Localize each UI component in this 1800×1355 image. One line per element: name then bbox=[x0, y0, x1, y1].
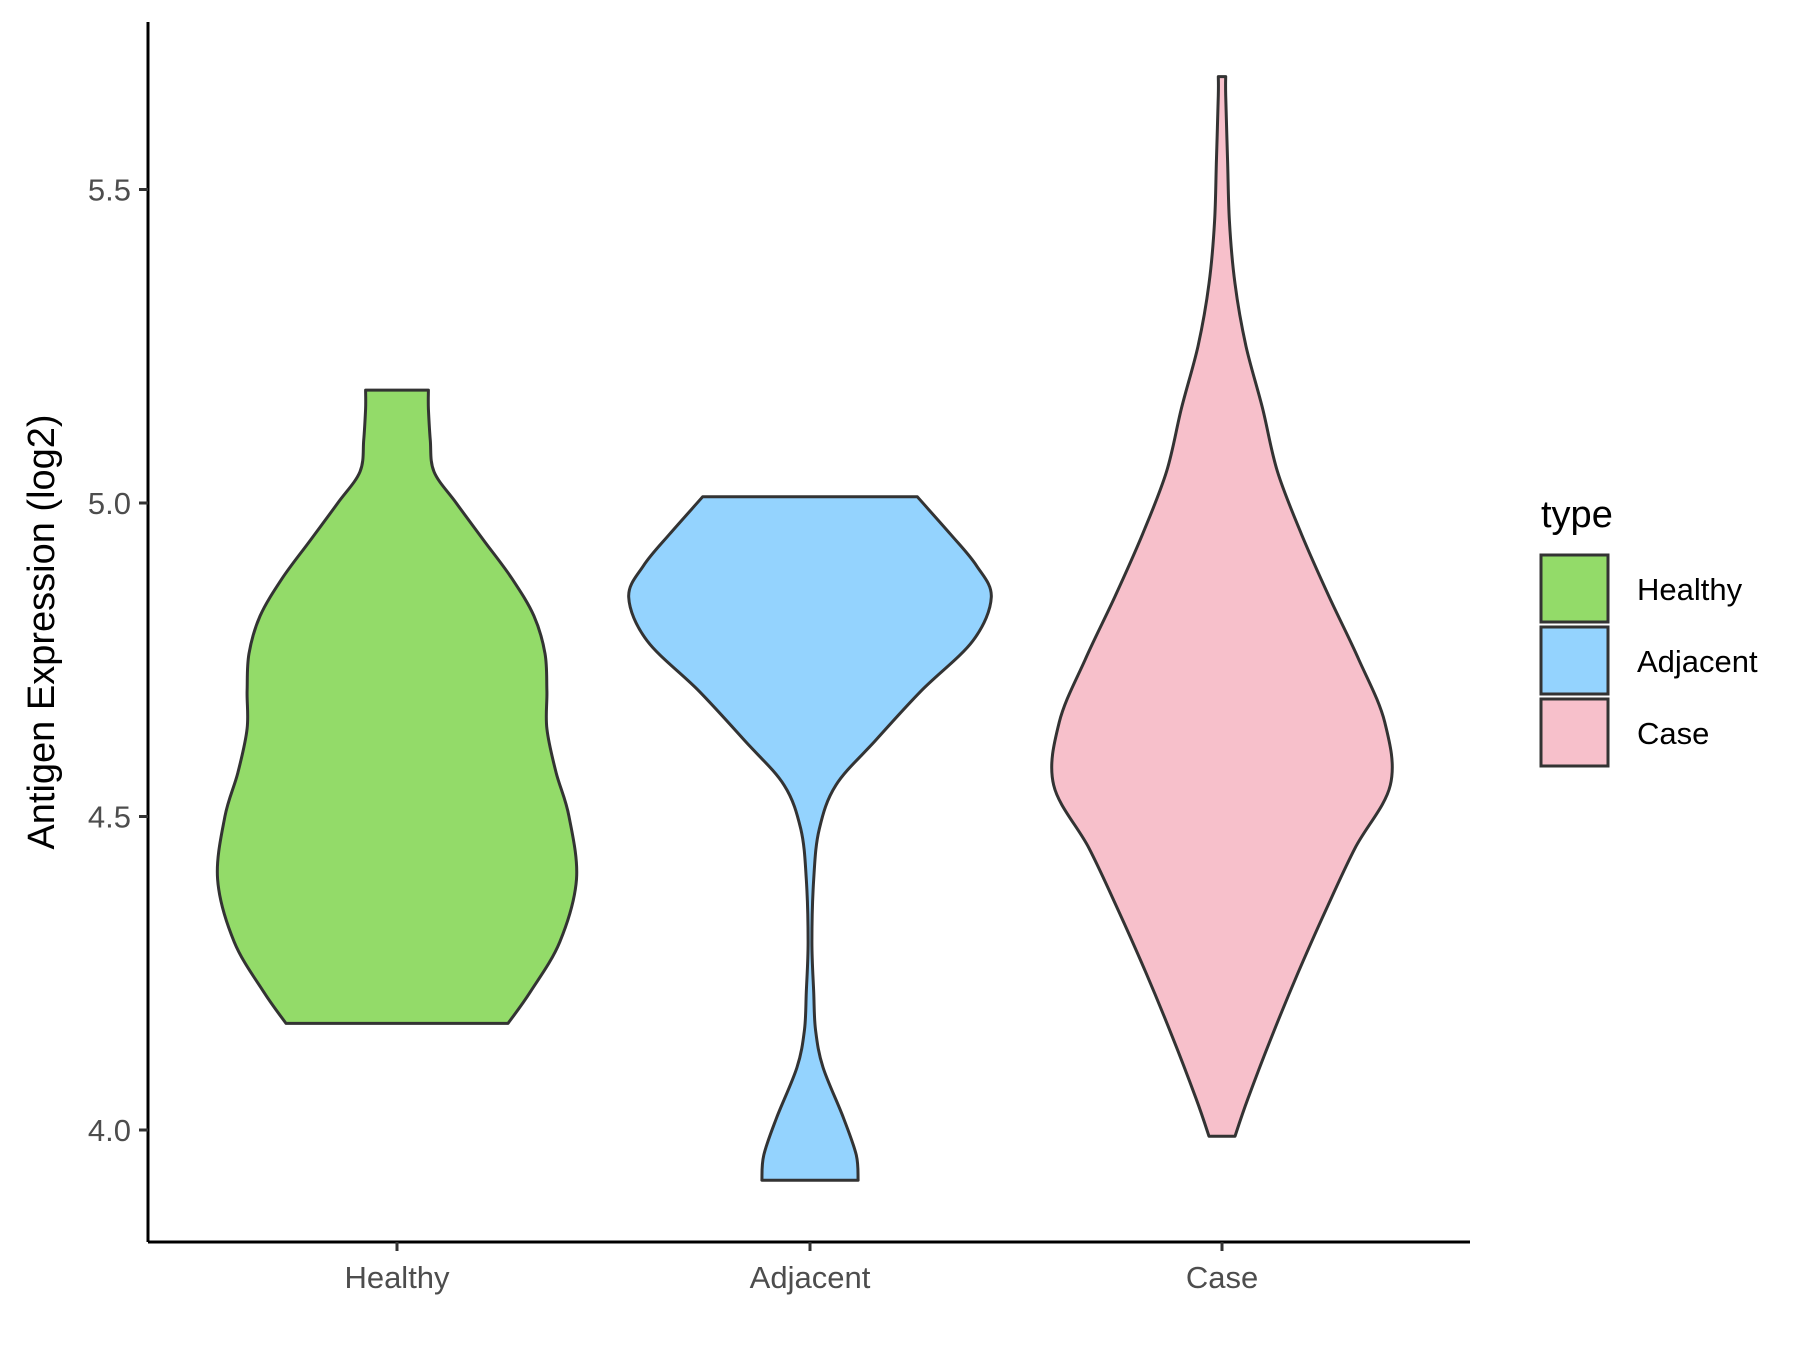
y-tick-label: 4.5 bbox=[88, 800, 131, 835]
violin-healthy bbox=[215, 388, 579, 1025]
violin-case bbox=[1050, 75, 1394, 1138]
x-tick-label-healthy: Healthy bbox=[344, 1260, 450, 1295]
violin-layer bbox=[215, 75, 1394, 1182]
y-tick-label: 5.0 bbox=[88, 486, 131, 521]
legend-key-healthy bbox=[1539, 553, 1610, 624]
y-ticks: 4.0 4.5 5.0 5.5 bbox=[88, 173, 148, 1148]
legend-label-case: Case bbox=[1637, 716, 1709, 751]
x-tick-label-adjacent: Adjacent bbox=[750, 1260, 871, 1295]
y-tick-label: 5.5 bbox=[88, 173, 131, 208]
x-ticks: Healthy Adjacent Case bbox=[344, 1242, 1258, 1295]
legend-title: type bbox=[1541, 494, 1613, 536]
x-tick-label-case: Case bbox=[1186, 1260, 1258, 1295]
legend-entries: Healthy Adjacent Case bbox=[1539, 553, 1758, 768]
legend-key-adjacent bbox=[1539, 625, 1610, 696]
y-axis-title: Antigen Expression (log2) bbox=[21, 414, 63, 849]
legend-label-adjacent: Adjacent bbox=[1637, 644, 1758, 679]
legend-label-healthy: Healthy bbox=[1637, 572, 1743, 607]
y-tick-label: 4.0 bbox=[88, 1113, 131, 1148]
violin-adjacent bbox=[627, 495, 993, 1182]
legend-key-case bbox=[1539, 697, 1610, 768]
legend: type Healthy Adjacent Case bbox=[1539, 494, 1758, 768]
